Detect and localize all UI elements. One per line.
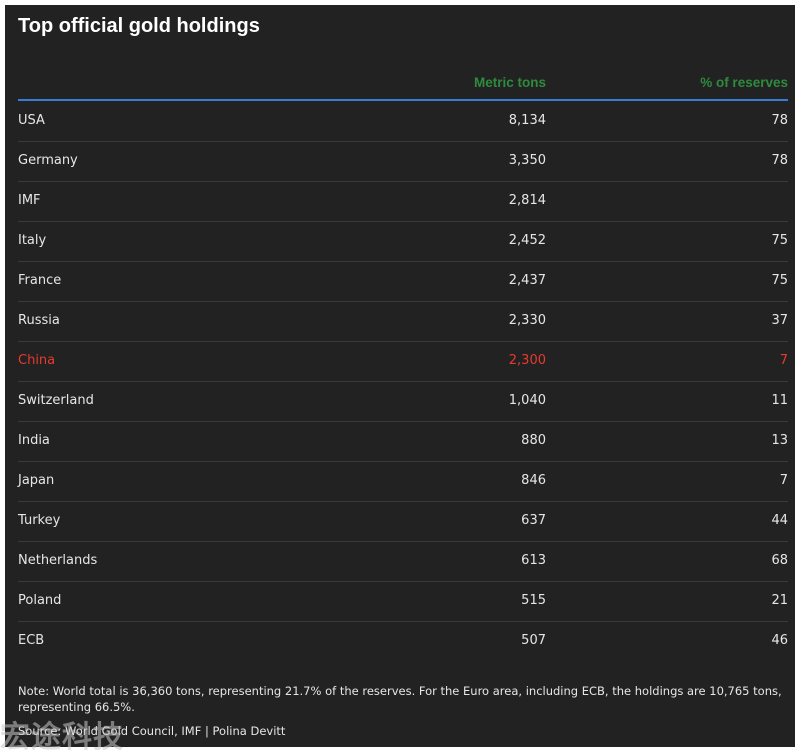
table-row: Switzerland 1,040 11 [18, 382, 788, 422]
cell-pct-reserves: 68 [771, 553, 788, 568]
table-row: Netherlands 613 68 [18, 542, 788, 582]
table-row: Russia 2,330 37 [18, 302, 788, 342]
table-row: Turkey 637 44 [18, 502, 788, 542]
cell-metric-tons: 3,350 [508, 153, 546, 168]
cell-metric-tons: 846 [521, 473, 546, 488]
table-row: IMF 2,814 [18, 182, 788, 222]
table-row: France 2,437 75 [18, 262, 788, 302]
cell-country: Japan [18, 473, 55, 488]
cell-country: Switzerland [18, 393, 94, 408]
cell-country: Germany [18, 153, 78, 168]
cell-pct-reserves: 46 [771, 633, 788, 648]
table-body: USA 8,134 78 Germany 3,350 78 IMF 2,814 Italy 2,4… [18, 102, 788, 661]
column-header-metric-tons: Metric tons [473, 75, 546, 90]
cell-metric-tons: 2,300 [508, 353, 546, 368]
cell-pct-reserves: 7 [779, 353, 788, 368]
cell-country: France [18, 273, 62, 288]
cell-metric-tons: 2,814 [508, 193, 546, 208]
cell-pct-reserves: 11 [771, 393, 788, 408]
cell-country: USA [18, 113, 45, 128]
cell-pct-reserves: 7 [779, 473, 788, 488]
cell-pct-reserves: 75 [771, 273, 788, 288]
cell-pct-reserves: 37 [771, 313, 788, 328]
cell-pct-reserves: 13 [771, 433, 788, 448]
cell-metric-tons: 880 [521, 433, 546, 448]
cell-country: IMF [18, 193, 41, 208]
cell-country: Russia [18, 313, 60, 328]
source-line: Source: World Gold Council, IMF | Polina… [18, 724, 286, 738]
table-row: China 2,300 7 [18, 342, 788, 382]
cell-metric-tons: 1,040 [508, 393, 546, 408]
cell-metric-tons: 507 [521, 633, 546, 648]
cell-metric-tons: 8,134 [508, 113, 546, 128]
footnote: Note: World total is 36,360 tons, repres… [18, 684, 782, 714]
cell-country: Turkey [18, 513, 61, 528]
table-row: USA 8,134 78 [18, 102, 788, 142]
chart-panel: Top official gold holdings Metric tons %… [5, 5, 795, 747]
cell-pct-reserves: 21 [771, 593, 788, 608]
header-rule [18, 99, 788, 101]
table-header: Metric tons % of reserves [18, 75, 788, 93]
table-row: Japan 846 7 [18, 462, 788, 502]
table-row: India 880 13 [18, 422, 788, 462]
cell-metric-tons: 2,330 [508, 313, 546, 328]
column-header-pct-reserves: % of reserves [700, 75, 788, 90]
table-row: Poland 515 21 [18, 582, 788, 622]
cell-country: India [18, 433, 50, 448]
cell-metric-tons: 2,452 [508, 233, 546, 248]
cell-country: Netherlands [18, 553, 98, 568]
cell-metric-tons: 2,437 [508, 273, 546, 288]
cell-country: China [18, 353, 56, 368]
cell-metric-tons: 637 [521, 513, 546, 528]
cell-pct-reserves: 44 [771, 513, 788, 528]
table-row: Italy 2,452 75 [18, 222, 788, 262]
table-row: ECB 507 46 [18, 622, 788, 661]
cell-pct-reserves: 75 [771, 233, 788, 248]
cell-metric-tons: 515 [521, 593, 546, 608]
table-row: Germany 3,350 78 [18, 142, 788, 182]
cell-country: Italy [18, 233, 47, 248]
cell-country: ECB [18, 633, 45, 648]
cell-country: Poland [18, 593, 62, 608]
chart-title: Top official gold holdings [18, 15, 260, 37]
cell-pct-reserves: 78 [771, 153, 788, 168]
cell-pct-reserves: 78 [771, 113, 788, 128]
cell-metric-tons: 613 [521, 553, 546, 568]
